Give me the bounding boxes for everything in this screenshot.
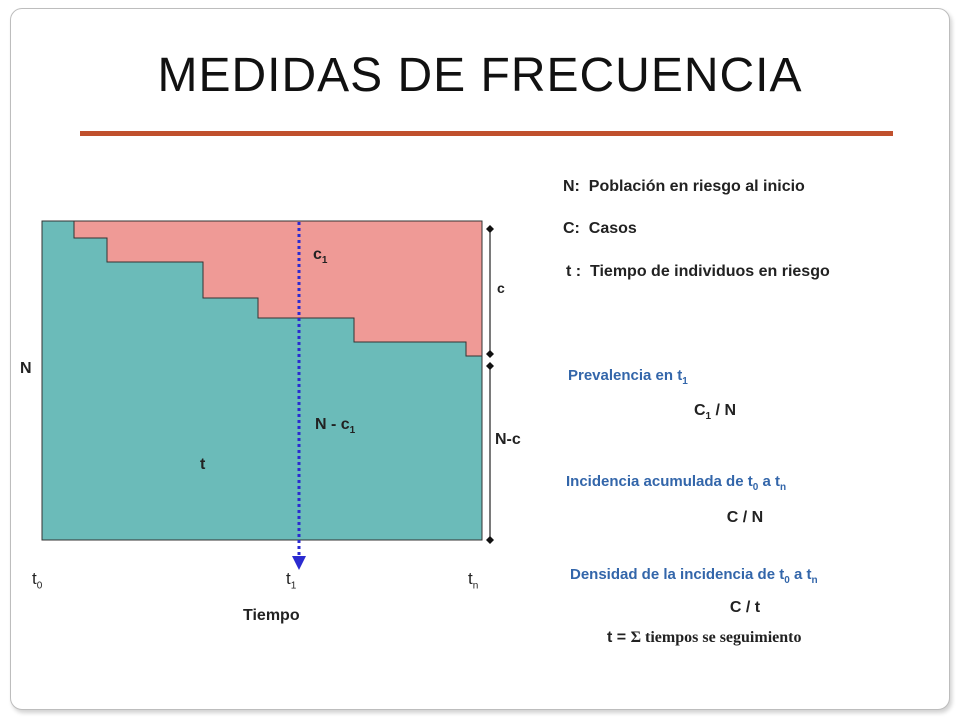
diagram-border (41, 220, 483, 541)
cumulative-incidence-title: Incidencia acumulada de t0 a tn (566, 473, 787, 493)
tick-tn: tn (468, 569, 479, 592)
noncases-bracket-label: N-c (495, 431, 521, 448)
time-t1-arrowhead (292, 556, 306, 570)
cases-region-label: c1 (313, 246, 328, 267)
time-axis-label: Tiempo (243, 607, 300, 624)
at-risk-region-label: N - c1 (315, 416, 356, 437)
prevalence-title: Prevalencia en t1 (568, 367, 688, 387)
tick-t0: t0 (32, 569, 43, 592)
incidence-density-title: Densidad de la incidencia de t0 a tn (570, 566, 818, 586)
bracket-n-c-end-bottom (486, 536, 494, 544)
legend-n: N: Población en riesgo al inicio (563, 178, 805, 195)
slide-title: MEDIDAS DE FRECUENCIA (157, 49, 803, 102)
bracket-c-end-bottom (486, 350, 494, 358)
cases-bracket-label: c (497, 280, 505, 296)
bracket-c-end-top (486, 225, 494, 233)
bracket-n-c-end-top (486, 362, 494, 370)
legend-c: C: Casos (563, 220, 637, 237)
legend-t: t : Tiempo de individuos en riesgo (566, 263, 830, 280)
cumulative-incidence-formula: C / N (726, 509, 764, 526)
staircase-edge (73, 221, 482, 357)
person-time-definition: t = Σ tiempos se seguimiento (607, 629, 802, 646)
title-underline (80, 131, 893, 136)
prevalence-formula: C1 / N (693, 402, 736, 423)
tick-t1: t1 (286, 569, 297, 592)
cases-area (74, 221, 482, 356)
person-time-label: t (200, 456, 206, 473)
population-label: N (20, 360, 32, 377)
incidence-density-formula: C / t (729, 599, 761, 616)
